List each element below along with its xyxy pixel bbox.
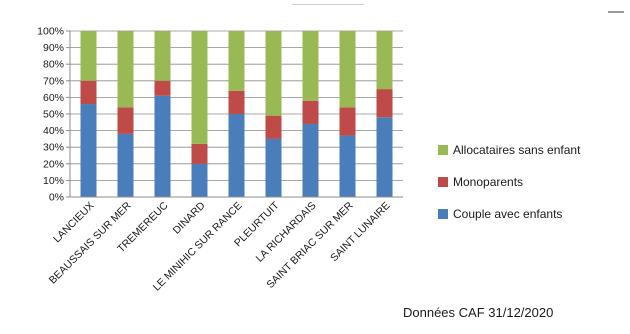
legend-swatch-couple bbox=[438, 209, 448, 219]
legend-item-allocataires: Allocataires sans enfant bbox=[438, 142, 628, 158]
bar-segment bbox=[191, 31, 208, 144]
y-tick-label: 70% bbox=[43, 75, 64, 87]
bar-segment bbox=[191, 143, 208, 164]
source-note: Données CAF 31/12/2020 bbox=[403, 305, 554, 320]
bar-segment bbox=[117, 107, 134, 134]
bar-segment bbox=[339, 107, 356, 136]
bar-segment bbox=[376, 89, 393, 118]
bar-segment bbox=[302, 123, 319, 197]
y-tick-label: 50% bbox=[43, 109, 64, 121]
legend-item-monoparents: Monoparents bbox=[438, 174, 628, 190]
bar-segment bbox=[228, 114, 245, 197]
bar-segment bbox=[80, 104, 97, 197]
bar-segment bbox=[154, 95, 171, 197]
bar-segment bbox=[339, 31, 356, 108]
legend-swatch-allocataires bbox=[438, 145, 448, 155]
chart-title-area bbox=[292, 0, 364, 5]
bar-segment bbox=[376, 117, 393, 197]
bar-segment bbox=[117, 133, 134, 197]
bars bbox=[80, 31, 393, 197]
bar-segment bbox=[154, 80, 171, 96]
legend-label-monoparents: Monoparents bbox=[453, 175, 524, 189]
y-tick-label: 20% bbox=[43, 158, 64, 170]
bar-segment bbox=[265, 115, 282, 139]
bar-segment bbox=[154, 31, 171, 81]
bar-segment bbox=[228, 90, 245, 114]
y-tick-label: 90% bbox=[43, 42, 64, 54]
legend-item-couple: Couple avec enfants bbox=[438, 206, 628, 222]
legend-label-allocataires: Allocataires sans enfant bbox=[453, 143, 581, 157]
bar-segment bbox=[302, 31, 319, 101]
legend-label-couple: Couple avec enfants bbox=[453, 207, 563, 221]
bar-segment bbox=[117, 31, 134, 108]
bar-segment bbox=[339, 135, 356, 197]
bar-segment bbox=[191, 163, 208, 197]
y-tick-label: 80% bbox=[43, 59, 64, 71]
y-tick-label: 30% bbox=[43, 142, 64, 154]
bar-segment bbox=[376, 31, 393, 90]
legend: Allocataires sans enfant Monoparents Cou… bbox=[438, 142, 628, 238]
legend-swatch-monoparents bbox=[438, 177, 448, 187]
bar-segment bbox=[80, 31, 97, 81]
bar-segment bbox=[265, 31, 282, 116]
y-tick-label: 40% bbox=[43, 125, 64, 137]
bar-segment bbox=[228, 31, 245, 91]
x-tick-label: DINARD bbox=[171, 199, 208, 236]
y-tick-label: 0% bbox=[49, 192, 64, 204]
corner-mark bbox=[608, 11, 624, 13]
y-tick-label: 60% bbox=[43, 92, 64, 104]
y-tick-label: 10% bbox=[43, 175, 64, 187]
y-tick-label: 100% bbox=[37, 26, 64, 38]
y-axis-ticks: 0% 10% 20% 30% 40% 50% 60% 70% 80% 90% 100% bbox=[37, 26, 70, 204]
bar-segment bbox=[80, 80, 97, 105]
bar-segment bbox=[302, 100, 319, 124]
bar-segment bbox=[265, 138, 282, 197]
